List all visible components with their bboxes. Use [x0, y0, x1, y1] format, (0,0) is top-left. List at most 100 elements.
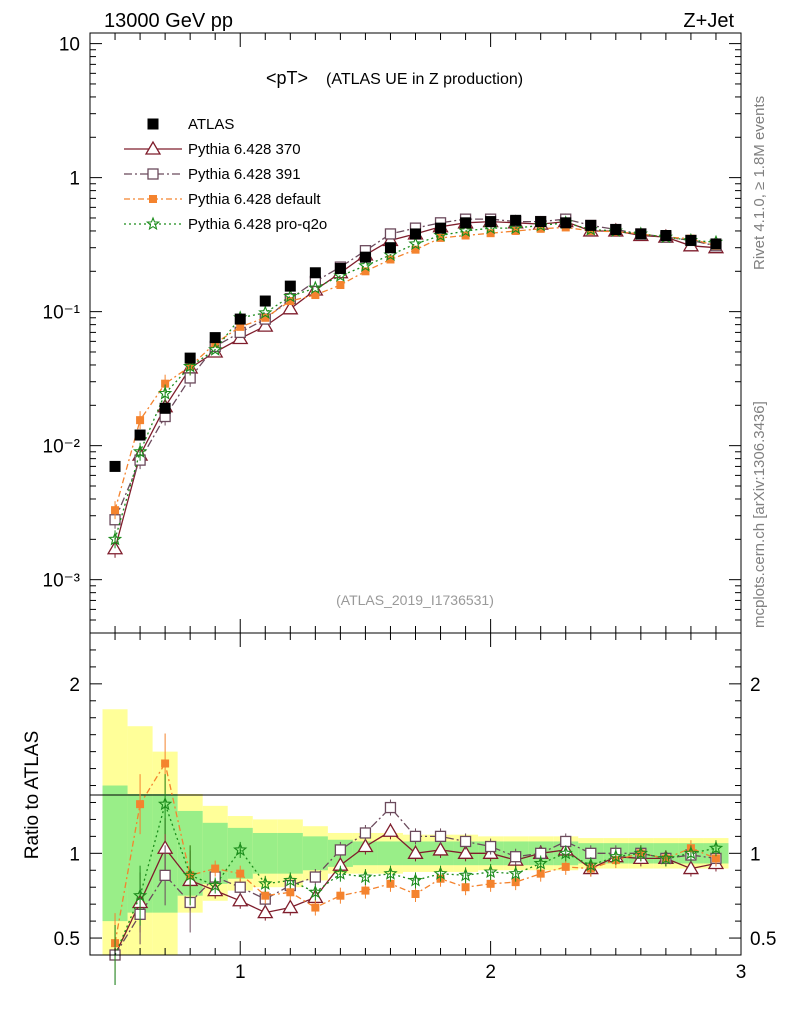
ratio-point-series-4 [558, 845, 573, 860]
ratio-point-series-3 [211, 864, 220, 873]
ratio-point-series-4 [433, 866, 448, 880]
atlas-point [284, 280, 296, 292]
atlas-point [159, 402, 171, 414]
ratio-point-series-4 [533, 855, 548, 870]
header-process: Z+Jet [683, 10, 734, 32]
top-point-series-3 [361, 267, 370, 276]
ratio-point-series-2 [459, 835, 472, 848]
top-point-series-4 [132, 444, 148, 458]
atlas-point [510, 214, 522, 226]
atlas-point [660, 229, 672, 241]
ratio-x-tick-label: 3 [736, 962, 747, 983]
top-point-series-4 [283, 288, 298, 303]
ratio-point-series-4 [358, 869, 373, 884]
legend-marker [147, 168, 159, 180]
ratio-point-series-4 [458, 867, 473, 882]
ratio-point-series-3 [536, 869, 545, 878]
top-line-1 [114, 220, 717, 549]
legend-marker [145, 216, 161, 231]
top-point-series-3 [411, 245, 420, 254]
legend: ATLAS Pythia 6.428 370 Pythia 6.428 391 Pyt… [124, 116, 327, 233]
atlas-point [535, 216, 547, 228]
analysis-watermark: (ATLAS_2019_I1736531) [336, 592, 494, 608]
legend-label: ATLAS [188, 116, 234, 133]
top-point-series-3 [161, 379, 170, 388]
side-rivet-label: Rivet 4.1.0, ≥ 1.8M events [751, 96, 768, 270]
top-y-tick-label: 10⁻³ [43, 571, 81, 592]
top-point-series-4 [408, 236, 423, 251]
top-point-series-3 [236, 322, 245, 331]
top-line-3 [114, 226, 717, 511]
top-x-ticks [114, 33, 742, 633]
top-point-series-1 [282, 300, 299, 315]
ratio-point-series-4 [233, 842, 248, 857]
plot-title-observable: <pT> [266, 68, 308, 88]
ratio-point-series-1 [382, 822, 399, 837]
ratio-point-series-3 [386, 879, 395, 888]
ratio-inner-band [277, 832, 303, 874]
ratio-y-tick-label: 2 [69, 675, 80, 696]
atlas-point [585, 219, 597, 231]
atlas-point [234, 313, 246, 325]
atlas-point [134, 429, 146, 441]
ratio-point-series-3 [236, 869, 245, 878]
top-point-series-4 [157, 385, 173, 400]
ratio-point-series-2 [585, 847, 597, 859]
ratio-point-series-1 [232, 892, 249, 907]
ratio-point-series-3 [411, 889, 420, 898]
ratio-point-series-3 [286, 888, 295, 897]
ratio-point-series-4 [258, 876, 273, 890]
ratio-point-series-2 [334, 844, 347, 856]
ratio-point-series-4 [157, 796, 173, 811]
legend-marker [144, 140, 162, 155]
top-y-axis: 10⁻³ 10⁻² 10⁻¹ 1 10 [43, 35, 741, 634]
ratio-inner-band [302, 836, 328, 871]
top-line-2 [114, 218, 717, 520]
ratio-point-series-4 [683, 845, 699, 860]
ratio-point-series-4 [383, 866, 398, 880]
top-y-tick-label: 10 [59, 35, 80, 56]
atlas-point [184, 352, 196, 364]
ratio-point-series-3 [561, 862, 570, 871]
ratio-x-tick-label: 1 [235, 962, 246, 983]
top-point-series-4 [208, 342, 223, 356]
top-point-series-4 [458, 223, 473, 238]
ratio-point-series-3 [361, 886, 370, 895]
top-point-series-4 [358, 258, 373, 272]
header-collision: 13000 GeV pp [104, 10, 233, 32]
ratio-point-series-4 [608, 849, 623, 863]
ratio-point-series-2 [560, 835, 572, 848]
top-y-tick-label: 1 [69, 169, 80, 190]
ratio-x-tick-label: 2 [485, 962, 496, 983]
ratio-point-series-3 [311, 903, 320, 912]
ratio-x-axis: 1 2 3 [114, 633, 747, 983]
ratio-point-series-4 [583, 857, 598, 872]
atlas-point [435, 222, 447, 234]
top-point-series-3 [286, 297, 295, 306]
top-point-series-4 [107, 531, 123, 546]
atlas-point [109, 460, 121, 472]
ratio-point-series-4 [408, 872, 423, 887]
top-point-series-3 [261, 313, 270, 322]
ratio-point-series-2 [510, 851, 522, 863]
ratio-y-tick-label-right: 1 [750, 844, 761, 865]
top-point-series-4 [258, 305, 273, 319]
top-y-tick-label: 10⁻² [43, 437, 81, 458]
top-series-group [106, 213, 725, 558]
atlas-point [710, 238, 722, 250]
top-point-series-3 [136, 416, 145, 425]
ratio-y-axis: 0.5 0.5 1 1 2 2 [54, 632, 776, 956]
ratio-inner-band [377, 841, 403, 866]
ratio-point-series-2 [234, 881, 246, 893]
atlas-point [485, 216, 497, 228]
top-point-series-3 [461, 231, 470, 240]
atlas-point [460, 217, 472, 229]
ratio-point-series-4 [208, 877, 223, 892]
atlas-point [384, 242, 396, 254]
top-point-series-4 [182, 358, 198, 373]
atlas-point [334, 262, 346, 274]
top-point-series-3 [486, 229, 495, 238]
ratio-y-tick-label-right: 2 [750, 675, 761, 696]
legend-label: Pythia 6.428 370 [188, 141, 301, 158]
